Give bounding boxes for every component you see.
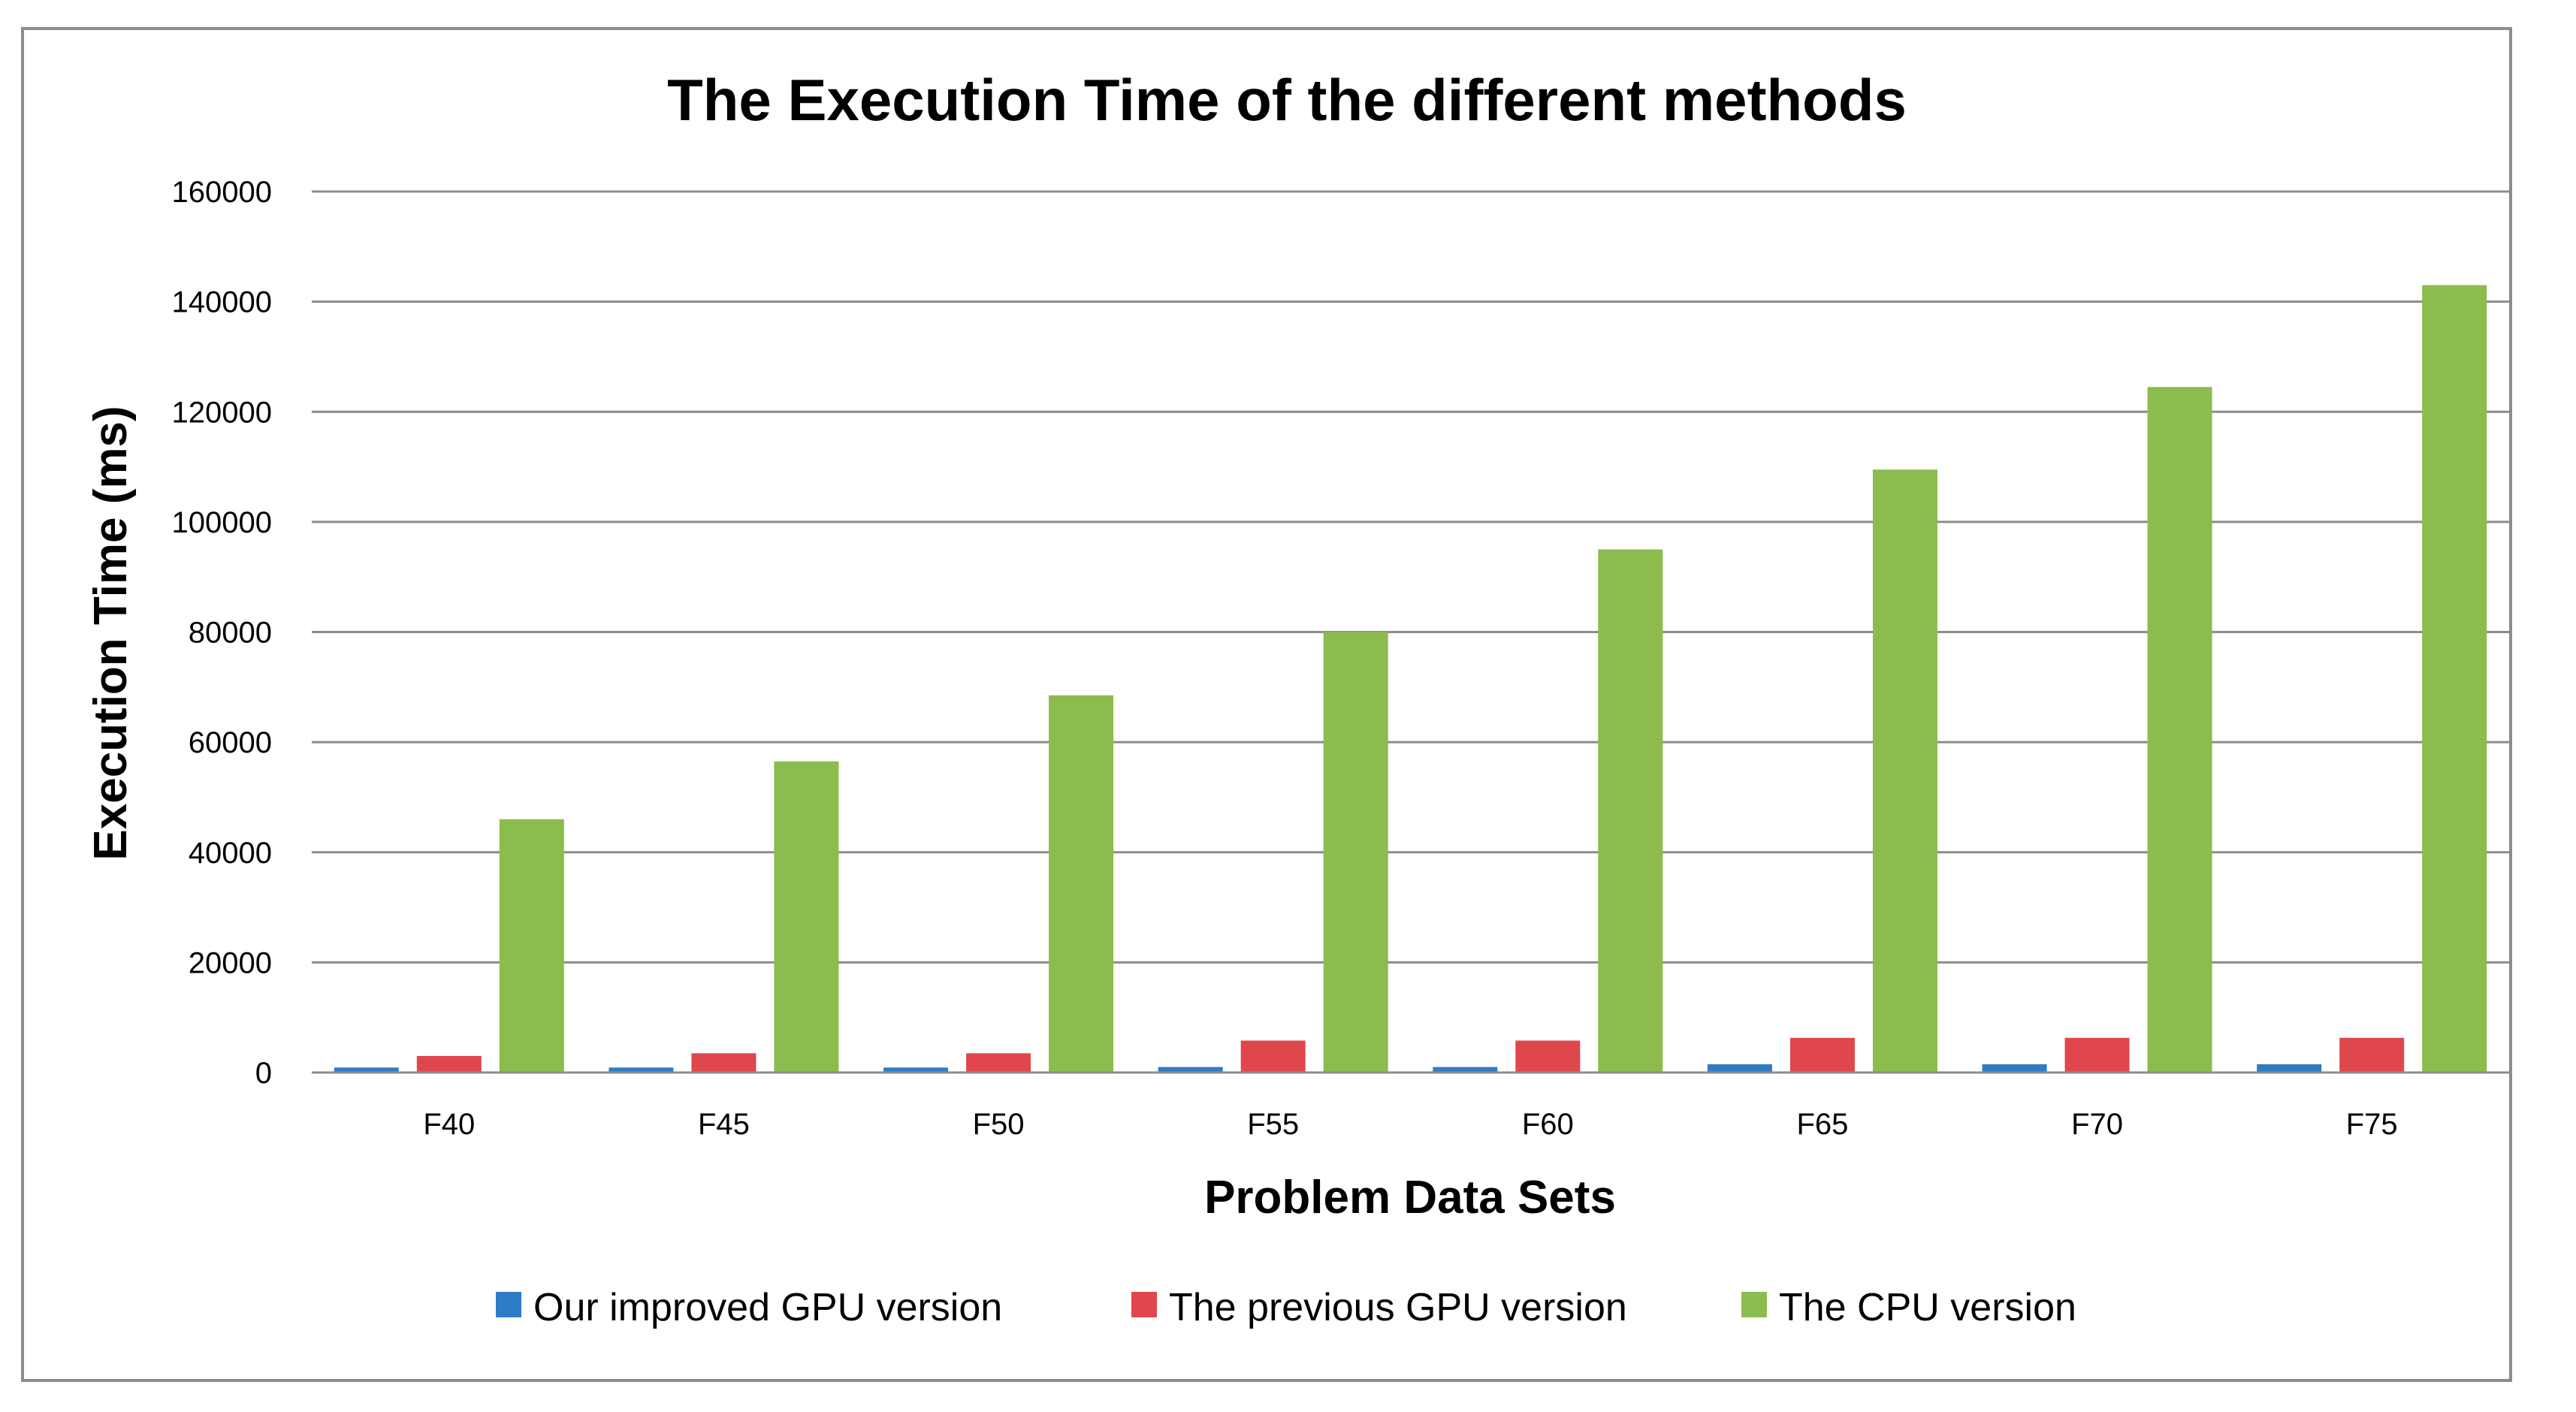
legend-label: Our improved GPU version	[533, 1286, 1002, 1329]
y-tick-label: 40000	[189, 837, 272, 870]
y-tick-label: 0	[255, 1057, 272, 1090]
bar-the-previous-gpu-version-f65	[1789, 1037, 1855, 1073]
bar-the-cpu-version-f40	[499, 819, 564, 1073]
bar-our-improved-gpu-version-f55	[1158, 1067, 1223, 1073]
bar-our-improved-gpu-version-f45	[609, 1067, 674, 1073]
bars	[334, 285, 2487, 1073]
x-tick-label: F45	[698, 1108, 750, 1141]
bar-the-cpu-version-f70	[2147, 387, 2212, 1073]
bar-the-previous-gpu-version-f45	[691, 1053, 756, 1073]
x-tick-label: F75	[2346, 1108, 2398, 1141]
bar-the-previous-gpu-version-f75	[2339, 1037, 2405, 1073]
bar-the-cpu-version-f50	[1049, 695, 1114, 1073]
x-tick-label: F70	[2071, 1108, 2123, 1141]
bar-our-improved-gpu-version-f75	[2257, 1064, 2322, 1073]
bar-the-cpu-version-f60	[1598, 549, 1663, 1073]
legend-label: The previous GPU version	[1169, 1286, 1627, 1329]
gridlines	[312, 190, 2509, 964]
bar-the-cpu-version-f45	[774, 761, 839, 1073]
chart-title: The Execution Time of the different meth…	[667, 67, 1907, 133]
bar-the-previous-gpu-version-f70	[2064, 1037, 2130, 1073]
bar-the-cpu-version-f65	[1872, 469, 1937, 1073]
bar-our-improved-gpu-version-f65	[1707, 1064, 1772, 1073]
x-axis-title: Problem Data Sets	[1204, 1172, 1616, 1223]
legend-label: The CPU version	[1779, 1286, 2076, 1329]
bar-the-cpu-version-f55	[1323, 632, 1388, 1073]
bar-our-improved-gpu-version-f40	[334, 1067, 399, 1073]
y-tick-label: 20000	[189, 946, 272, 979]
x-tick-label: F60	[1522, 1108, 1574, 1141]
bar-the-previous-gpu-version-f40	[416, 1056, 482, 1073]
chart-border	[21, 27, 2512, 1382]
y-tick-label: 140000	[172, 286, 272, 319]
bar-the-cpu-version-f75	[2422, 285, 2487, 1073]
x-tick-label: F65	[1796, 1108, 1848, 1141]
bar-the-previous-gpu-version-f50	[966, 1053, 1031, 1073]
y-tick-label: 100000	[172, 506, 272, 539]
y-tick-label: 80000	[189, 617, 272, 650]
bar-our-improved-gpu-version-f50	[883, 1067, 949, 1073]
x-tick-label: F50	[973, 1108, 1025, 1141]
bar-the-previous-gpu-version-f60	[1515, 1040, 1581, 1073]
bar-our-improved-gpu-version-f60	[1433, 1067, 1498, 1073]
y-tick-labels: 0 20000 40000 60000 80000 100000 120000 140000 1…	[172, 176, 272, 1090]
y-tick-label: 160000	[172, 176, 272, 209]
bar-the-previous-gpu-version-f55	[1240, 1040, 1306, 1073]
bar-our-improved-gpu-version-f70	[1982, 1064, 2047, 1073]
legend: Our improved GPU version The previous GPU…	[496, 1286, 2076, 1329]
x-tick-label: F55	[1247, 1108, 1299, 1141]
legend-swatch	[496, 1292, 521, 1317]
legend-swatch	[1131, 1292, 1157, 1317]
x-tick-labels: F40 F45 F50 F55 F60 F65 F70 F75	[423, 1108, 2397, 1141]
x-tick-label: F40	[423, 1108, 475, 1141]
y-axis-title: Execution Time (ms)	[85, 406, 137, 860]
y-tick-label: 60000	[189, 726, 272, 759]
y-tick-label: 120000	[172, 396, 272, 429]
legend-swatch	[1741, 1292, 1767, 1317]
